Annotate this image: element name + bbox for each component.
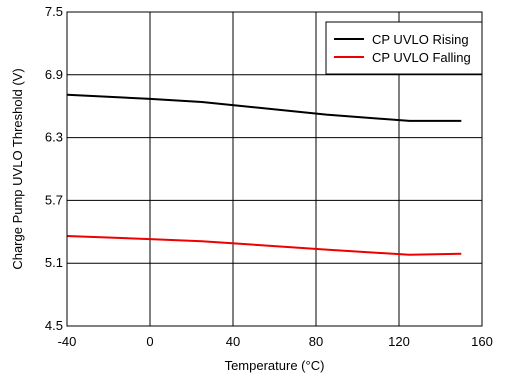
series-layer <box>66 93 462 256</box>
x-tick-label: 80 <box>309 334 323 349</box>
y-tick-label: 4.5 <box>45 318 63 333</box>
y-tick-label: 6.3 <box>45 130 63 145</box>
tick-labels: -40 0 40 80 120 160 4.5 5.1 5.7 6.3 6.9 7.5 <box>45 4 493 349</box>
legend-box <box>325 21 483 75</box>
x-tick-label: 160 <box>471 334 493 349</box>
y-axis-label: Charge Pump UVLO Threshold (V) <box>10 68 25 269</box>
x-axis-label: Temperature (°C) <box>225 358 325 373</box>
legend: CP UVLO Rising CP UVLO Falling <box>325 21 483 75</box>
plot-frame <box>66 11 483 327</box>
x-tick-label: 0 <box>146 334 153 349</box>
x-tick-label: 120 <box>388 334 410 349</box>
y-tick-label: 5.7 <box>45 192 63 207</box>
x-tick-label: 40 <box>226 334 240 349</box>
series-line-falling <box>66 235 462 256</box>
y-tick-label: 7.5 <box>45 4 63 19</box>
legend-label-falling: CP UVLO Falling <box>372 50 471 65</box>
y-tick-label: 6.9 <box>45 67 63 82</box>
legend-label-rising: CP UVLO Rising <box>372 32 469 47</box>
x-tick-label: -40 <box>58 334 77 349</box>
y-tick-label: 5.1 <box>45 255 63 270</box>
series-line-rising <box>66 93 462 122</box>
